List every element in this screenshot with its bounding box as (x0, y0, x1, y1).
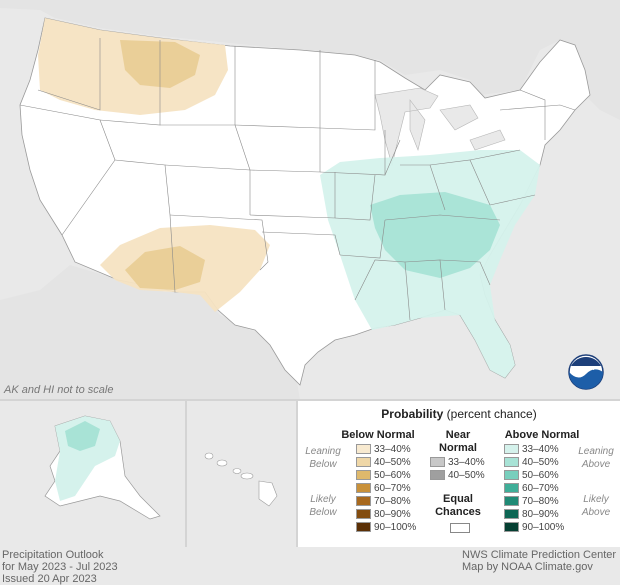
likely-below-label: Likely Below (298, 493, 348, 519)
above-swatch-label: 50–60% (522, 470, 559, 481)
likely-above-label: Likely Above (572, 493, 620, 519)
near-swatch-row: 33–40% (430, 457, 485, 470)
below-swatch (356, 444, 371, 455)
leaning-below-line2: Below (309, 459, 337, 470)
near-header-line1: Near (445, 429, 471, 441)
near-normal-header: Near Normal (430, 429, 486, 455)
below-swatch (356, 522, 371, 533)
leaning-above-line1: Leaning (578, 446, 614, 457)
noaa-logo-text: NOAA (578, 366, 594, 372)
noaa-logo: NOAA (568, 354, 604, 390)
below-swatch-label: 40–50% (374, 457, 411, 468)
near-swatch-row: 40–50% (430, 470, 485, 483)
above-swatch (504, 522, 519, 533)
above-normal-header: Above Normal (504, 429, 580, 441)
conus-map: NOAA (0, 0, 620, 400)
below-swatch-row: 80–90% (356, 509, 411, 522)
equal-line2: Chances (435, 506, 481, 518)
above-swatch-row: 70–80% (504, 496, 559, 509)
above-swatch (504, 509, 519, 520)
above-swatch-label: 90–100% (522, 522, 565, 533)
below-normal-header: Below Normal (341, 429, 415, 441)
hawaii-islands (204, 452, 278, 507)
leaning-below-line1: Leaning (305, 446, 341, 457)
below-swatch-label: 70–80% (374, 496, 411, 507)
equal-line1: Equal (443, 493, 473, 505)
below-swatch-row: 60–70% (356, 483, 411, 496)
above-swatch-row: 90–100% (504, 522, 564, 535)
below-swatch-label: 50–60% (374, 470, 411, 481)
footer-credit-climate: Map by NOAA Climate.gov (462, 561, 593, 573)
below-swatch-label: 80–90% (374, 509, 411, 520)
alaska-inset (0, 401, 185, 547)
above-swatch-row: 80–90% (504, 509, 559, 522)
footer-issued: Issued 20 Apr 2023 (2, 573, 97, 585)
hawaii-inset (187, 401, 297, 547)
likely-below-line1: Likely (310, 494, 336, 505)
legend-title-rest: (percent chance) (443, 407, 537, 421)
legend: Probability (percent chance) Below Norma… (298, 401, 620, 547)
below-swatch-row: 40–50% (356, 457, 411, 470)
alaska-above-likely (65, 421, 100, 451)
mexico-land (0, 265, 300, 400)
state-boundaries (19, 38, 576, 321)
below-swatch (356, 509, 371, 520)
equal-chances-label: Equal Chances (430, 493, 486, 519)
below-swatch (356, 470, 371, 481)
below-swatch-label: 90–100% (374, 522, 417, 533)
below-swatch-row: 90–100% (356, 522, 416, 535)
above-swatch-row: 50–60% (504, 470, 559, 483)
footer-title: Precipitation Outlook (2, 549, 104, 561)
above-swatch-label: 70–80% (522, 496, 559, 507)
inset-separator (0, 399, 620, 401)
above-swatch (504, 444, 519, 455)
above-swatch-row: 40–50% (504, 457, 559, 470)
below-swatch-row: 70–80% (356, 496, 411, 509)
below-swatch-row: 33–40% (356, 444, 411, 457)
above-swatch-label: 80–90% (522, 509, 559, 520)
above-swatch-label: 33–40% (522, 444, 559, 455)
equal-chances-swatch (450, 523, 470, 533)
canada-land (0, 0, 620, 120)
footer-credit-cpc: NWS Climate Prediction Center (462, 549, 617, 561)
footer-left: Precipitation Outlook for May 2023 - Jul… (2, 549, 118, 585)
leaning-below-label: Leaning Below (298, 445, 348, 471)
footer-period: for May 2023 - Jul 2023 (2, 561, 118, 573)
below-swatch (356, 483, 371, 494)
legend-title-bold: Probability (381, 407, 444, 421)
scale-note: AK and HI not to scale (4, 384, 114, 396)
above-swatch-label: 60–70% (522, 483, 559, 494)
below-southwest-likely (125, 246, 205, 290)
leaning-above-line2: Above (581, 459, 611, 470)
inset-divider-2 (296, 401, 298, 547)
below-swatch-row: 50–60% (356, 470, 411, 483)
below-swatch-label: 33–40% (374, 444, 411, 455)
footer-right: NWS Climate Prediction Center Map by NOA… (462, 549, 616, 573)
near-swatch (430, 457, 445, 468)
above-swatch (504, 470, 519, 481)
near-swatch-label: 33–40% (448, 457, 485, 468)
below-swatch-label: 60–70% (374, 483, 411, 494)
leaning-above-label: Leaning Above (572, 445, 620, 471)
below-swatch (356, 496, 371, 507)
great-lakes (374, 87, 506, 167)
likely-below-line2: Below (309, 507, 337, 518)
above-swatch-label: 40–50% (522, 457, 559, 468)
above-swatch (504, 483, 519, 494)
above-swatch-row: 60–70% (504, 483, 559, 496)
near-swatch (430, 470, 445, 481)
legend-title: Probability (percent chance) (298, 407, 620, 421)
above-southeast-likely (370, 192, 500, 278)
likely-above-line2: Above (581, 507, 611, 518)
near-header-line2: Normal (439, 442, 477, 454)
likely-above-line1: Likely (583, 494, 609, 505)
below-swatch (356, 457, 371, 468)
above-swatch (504, 496, 519, 507)
above-swatch (504, 457, 519, 468)
above-swatch-row: 33–40% (504, 444, 559, 457)
near-swatch-label: 40–50% (448, 470, 485, 481)
inset-divider-1 (185, 401, 187, 547)
